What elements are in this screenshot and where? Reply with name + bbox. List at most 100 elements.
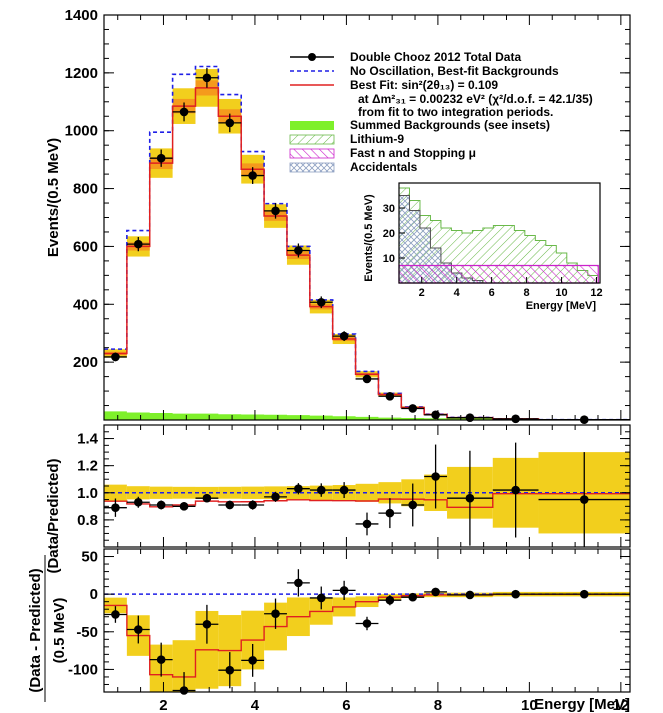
main-data-point: [511, 414, 520, 424]
ratio-data-point: [385, 508, 395, 518]
legend-swatch-data-marker: [308, 53, 316, 61]
legend-label-best-fit-line2: at Δm²₃₁ = 0.00232 eV² (χ²/d.o.f. = 42.1…: [358, 92, 593, 106]
residual-data-point: [294, 578, 303, 588]
residual-data-point: [271, 609, 280, 619]
legend-swatch-accidentals: [289, 162, 335, 173]
main-data-point: [156, 153, 166, 163]
residual-xtick-label: 8: [434, 697, 442, 713]
ratio-band: [378, 482, 402, 504]
inset-xtick-label: 6: [489, 287, 495, 299]
main-ytick-label: 600: [73, 238, 98, 255]
main-data-point: [385, 391, 395, 401]
residual-data-point: [579, 589, 589, 599]
ratio-data-point: [465, 493, 475, 503]
main-data-point: [294, 246, 303, 255]
background-histograms: [104, 411, 630, 420]
residual-data-point: [408, 592, 418, 602]
inset-y-axis-label: Events/(0.5 MeV): [363, 194, 375, 282]
ratio-band: [104, 484, 127, 501]
ratio-y-axis-label: (Data/Predicted): [45, 458, 62, 573]
ratio-data-point: [511, 485, 520, 495]
ratio-data-point: [339, 485, 349, 495]
inset-xtick-label: 2: [419, 287, 425, 299]
ratio-ytick-label: 1.0: [77, 485, 98, 502]
summed-background-fill: [104, 411, 630, 420]
ratio-best-fit-line: [104, 493, 630, 508]
main-ytick-label: 200: [73, 354, 98, 371]
main-data-point: [339, 331, 349, 341]
ratio-data-point: [271, 492, 280, 502]
background-inset: 10 20 30 2 4 6 8 10 12 Events/(0.5 MeV) Energy [Me…: [363, 182, 603, 312]
ratio-data-point: [579, 495, 589, 504]
residual-band: [172, 640, 196, 692]
residual-y-axis-label: (Data - Predicted): [27, 568, 44, 692]
ratio-data-point: [294, 484, 303, 494]
legend-label-fastn: Fast n and Stopping μ: [350, 146, 476, 160]
main-data-point: [271, 206, 280, 216]
main-ytick-label: 800: [73, 181, 98, 198]
residual-ytick-label: 0: [90, 586, 98, 603]
residual-data-point: [248, 656, 257, 665]
inset-xtick-label: 8: [524, 287, 530, 299]
ratio-data-point: [134, 497, 143, 507]
main-data-point: [465, 413, 475, 422]
residual-data-point: [111, 610, 120, 619]
residual-y-axis-label-denominator: (0.5 MeV): [51, 598, 68, 664]
ratio-data-point: [179, 502, 189, 511]
ratio-ytick-label: 1.4: [77, 431, 99, 448]
residual-data-point: [511, 589, 520, 599]
ratio-ytick-label: 1.2: [77, 458, 98, 475]
ratio-ytick-label: 0.8: [77, 512, 98, 529]
legend-swatch-fastn: [289, 148, 335, 159]
main-ytick-label: 1000: [65, 123, 98, 140]
x-axis-label: Energy [MeV]: [534, 696, 630, 713]
inset-xtick-label: 10: [555, 287, 567, 299]
residual-xtick-label: 10: [521, 697, 538, 713]
main-data-point: [248, 171, 257, 180]
ratio-band: [195, 486, 219, 499]
legend-swatch-lithium: [289, 134, 335, 145]
inset-lithium-hist: [398, 187, 599, 284]
ratio-data-point: [362, 519, 372, 529]
residual-data-point: [179, 686, 189, 695]
inset-fastn-hist: [398, 264, 599, 284]
main-data-point: [179, 107, 189, 117]
axes: 2004006008001000120014000.81.01.21.4-100…: [27, 7, 631, 713]
ratio-data-point: [225, 500, 235, 510]
legend-box: [280, 48, 620, 174]
legend-label-no-osc: No Oscillation, Best-fit Backgrounds: [350, 64, 559, 78]
residual-data-point: [225, 665, 235, 675]
residual-xtick-label: 6: [342, 697, 350, 713]
legend-label-summed-bkg: Summed Backgrounds (see insets): [350, 118, 550, 132]
residual-xtick-label: 2: [159, 697, 167, 713]
main-data-point: [202, 73, 212, 83]
main-data-point: [111, 352, 120, 362]
ratio-data-point: [316, 485, 326, 495]
residual-ytick-label: -100: [68, 661, 98, 678]
main-data-point: [134, 239, 143, 249]
residual-data-point: [362, 619, 372, 628]
ratio-band: [218, 486, 242, 499]
residual-xtick-label: 4: [251, 697, 260, 713]
legend-label-lithium: Lithium-9: [350, 132, 404, 146]
legend-label-best-fit: Best Fit: sin²(2θ₁₃) = 0.109: [350, 78, 498, 92]
inset-ytick-label: 20: [383, 228, 395, 240]
ratio-data-point: [111, 503, 120, 512]
legend: Double Chooz 2012 Total Data No Oscillat…: [280, 48, 620, 174]
inset-xtick-label: 4: [454, 287, 461, 299]
residual-ytick-label: -50: [76, 624, 98, 641]
ratio-data-point: [248, 500, 257, 510]
residual-data-point: [316, 593, 326, 603]
residual-data-point: [156, 655, 166, 664]
ratio-data-point: [431, 472, 440, 481]
residual-data-point: [134, 625, 143, 634]
main-data-point: [316, 297, 326, 307]
residual-plot-frame: [103, 548, 631, 693]
inset-ytick-label: 30: [383, 203, 395, 215]
legend-label-data: Double Chooz 2012 Total Data: [350, 50, 521, 64]
inset-ytick-label: 10: [383, 253, 395, 265]
residual-best-fit-line: [104, 593, 630, 678]
main-data-point: [431, 410, 440, 420]
main-ytick-label: 1400: [65, 7, 98, 24]
